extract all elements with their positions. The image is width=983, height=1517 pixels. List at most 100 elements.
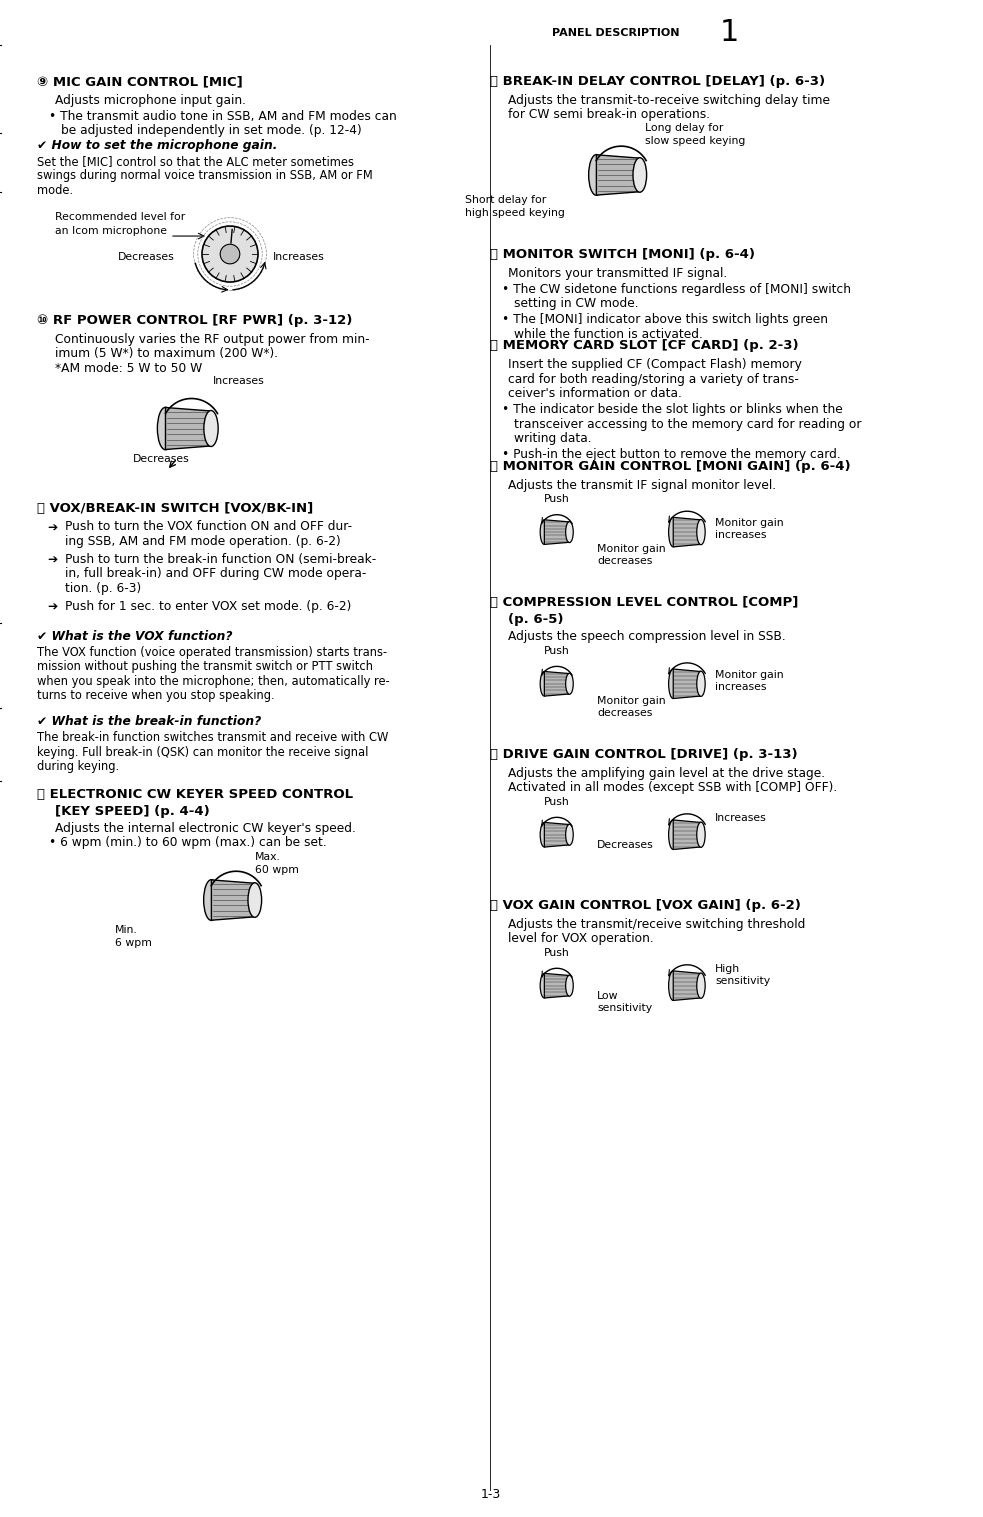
Text: 1: 1 <box>720 18 739 47</box>
Text: Push: Push <box>545 796 570 807</box>
Text: Decreases: Decreases <box>118 252 175 262</box>
Text: ➔: ➔ <box>47 520 57 534</box>
Ellipse shape <box>697 671 705 696</box>
Text: (p. 6-5): (p. 6-5) <box>508 613 563 627</box>
Ellipse shape <box>565 975 573 997</box>
Text: Adjusts the amplifying gain level at the drive stage.: Adjusts the amplifying gain level at the… <box>508 766 825 780</box>
Text: ⑰ COMPRESSION LEVEL CONTROL [COMP]: ⑰ COMPRESSION LEVEL CONTROL [COMP] <box>490 596 798 610</box>
Text: ⑭ MONITOR SWITCH [MONI] (p. 6-4): ⑭ MONITOR SWITCH [MONI] (p. 6-4) <box>490 247 755 261</box>
Text: tion. (p. 6-3): tion. (p. 6-3) <box>65 583 142 595</box>
Ellipse shape <box>220 244 240 264</box>
Text: 6 wpm: 6 wpm <box>115 938 152 948</box>
Text: Push: Push <box>545 948 570 957</box>
Text: be adjusted independently in set mode. (p. 12-4): be adjusted independently in set mode. (… <box>61 124 362 138</box>
Text: Adjusts the transmit-to-receive switching delay time: Adjusts the transmit-to-receive switchin… <box>508 94 830 106</box>
Text: slow speed keying: slow speed keying <box>645 137 745 146</box>
Ellipse shape <box>668 517 678 546</box>
Text: ⑩ RF POWER CONTROL [RF PWR] (p. 3-12): ⑩ RF POWER CONTROL [RF PWR] (p. 3-12) <box>37 314 352 328</box>
Text: • The CW sidetone functions regardless of [MONI] switch: • The CW sidetone functions regardless o… <box>502 282 851 296</box>
Text: • Push-in the eject button to remove the memory card.: • Push-in the eject button to remove the… <box>502 448 840 461</box>
Ellipse shape <box>565 674 573 695</box>
Text: Monitor gain: Monitor gain <box>597 545 665 554</box>
Text: Low: Low <box>597 991 618 1001</box>
Text: ⑲ VOX GAIN CONTROL [VOX GAIN] (p. 6-2): ⑲ VOX GAIN CONTROL [VOX GAIN] (p. 6-2) <box>490 898 801 912</box>
Text: sensitivity: sensitivity <box>715 975 770 986</box>
Text: card for both reading/storing a variety of trans-: card for both reading/storing a variety … <box>508 373 799 385</box>
Text: imum (5 W*) to maximum (200 W*).: imum (5 W*) to maximum (200 W*). <box>55 347 278 361</box>
Ellipse shape <box>589 155 605 196</box>
Text: ing SSB, AM and FM mode operation. (p. 6-2): ing SSB, AM and FM mode operation. (p. 6… <box>65 536 341 548</box>
Ellipse shape <box>697 519 705 545</box>
Text: • The transmit audio tone in SSB, AM and FM modes can: • The transmit audio tone in SSB, AM and… <box>49 109 397 123</box>
Text: Adjusts the speech compression level in SSB.: Adjusts the speech compression level in … <box>508 630 785 643</box>
Polygon shape <box>673 669 701 698</box>
Ellipse shape <box>203 880 219 921</box>
Polygon shape <box>545 520 569 545</box>
Ellipse shape <box>565 824 573 845</box>
Text: transceiver accessing to the memory card for reading or: transceiver accessing to the memory card… <box>514 417 861 431</box>
Ellipse shape <box>541 520 549 545</box>
Text: ➔: ➔ <box>47 601 57 613</box>
Text: ✔ What is the VOX function?: ✔ What is the VOX function? <box>37 630 233 643</box>
Text: Increases: Increases <box>213 376 264 385</box>
Polygon shape <box>545 672 569 696</box>
Text: PANEL DESCRIPTION: PANEL DESCRIPTION <box>552 27 680 38</box>
Ellipse shape <box>541 822 549 846</box>
Text: The break-in function switches transmit and receive with CW: The break-in function switches transmit … <box>37 731 388 745</box>
Text: Monitor gain: Monitor gain <box>597 696 665 705</box>
Text: ✔ How to set the microphone gain.: ✔ How to set the microphone gain. <box>37 138 277 152</box>
Text: Increases: Increases <box>273 252 324 262</box>
Text: when you speak into the microphone; then, automatically re-: when you speak into the microphone; then… <box>37 675 389 687</box>
Text: Long delay for: Long delay for <box>645 123 723 133</box>
Text: • The indicator beside the slot lights or blinks when the: • The indicator beside the slot lights o… <box>502 404 842 416</box>
Text: mission without pushing the transmit switch or PTT switch: mission without pushing the transmit swi… <box>37 660 373 674</box>
Text: ⑨ MIC GAIN CONTROL [MIC]: ⑨ MIC GAIN CONTROL [MIC] <box>37 74 243 88</box>
Text: level for VOX operation.: level for VOX operation. <box>508 931 654 945</box>
Text: while the function is activated.: while the function is activated. <box>514 328 703 341</box>
Text: 1-3: 1-3 <box>481 1488 501 1500</box>
Polygon shape <box>673 821 701 850</box>
Polygon shape <box>673 517 701 546</box>
Text: ⑬ BREAK-IN DELAY CONTROL [DELAY] (p. 6-3): ⑬ BREAK-IN DELAY CONTROL [DELAY] (p. 6-3… <box>490 74 825 88</box>
Text: Push for 1 sec. to enter VOX set mode. (p. 6-2): Push for 1 sec. to enter VOX set mode. (… <box>65 601 351 613</box>
Text: Max.: Max. <box>255 853 281 862</box>
Ellipse shape <box>157 407 174 449</box>
Text: Monitors your transmitted IF signal.: Monitors your transmitted IF signal. <box>508 267 727 279</box>
Text: decreases: decreases <box>597 557 653 566</box>
Ellipse shape <box>697 822 705 848</box>
Text: sensitivity: sensitivity <box>597 1003 652 1013</box>
Text: Set the [MIC] control so that the ALC meter sometimes: Set the [MIC] control so that the ALC me… <box>37 155 354 168</box>
Text: • The [MONI] indicator above this switch lights green: • The [MONI] indicator above this switch… <box>502 313 828 326</box>
Ellipse shape <box>668 669 678 698</box>
Text: in, full break-in) and OFF during CW mode opera-: in, full break-in) and OFF during CW mod… <box>65 567 367 581</box>
Text: mode.: mode. <box>37 184 73 197</box>
Ellipse shape <box>565 522 573 543</box>
Text: ⑮ MEMORY CARD SLOT [CF CARD] (p. 2-3): ⑮ MEMORY CARD SLOT [CF CARD] (p. 2-3) <box>490 340 798 352</box>
Text: Decreases: Decreases <box>597 840 654 850</box>
Text: Continuously varies the RF output power from min-: Continuously varies the RF output power … <box>55 332 370 346</box>
Text: for CW semi break-in operations.: for CW semi break-in operations. <box>508 108 710 121</box>
Text: ✔ What is the break-in function?: ✔ What is the break-in function? <box>37 716 261 728</box>
Text: [KEY SPEED] (p. 4-4): [KEY SPEED] (p. 4-4) <box>55 804 209 818</box>
Text: Adjusts the transmit/receive switching threshold: Adjusts the transmit/receive switching t… <box>508 918 805 930</box>
Text: *AM mode: 5 W to 50 W: *AM mode: 5 W to 50 W <box>55 363 202 375</box>
Ellipse shape <box>668 971 678 1000</box>
Text: ⑯ MONITOR GAIN CONTROL [MONI GAIN] (p. 6-4): ⑯ MONITOR GAIN CONTROL [MONI GAIN] (p. 6… <box>490 460 850 473</box>
Text: ⑫ ELECTRONIC CW KEYER SPEED CONTROL: ⑫ ELECTRONIC CW KEYER SPEED CONTROL <box>37 787 353 801</box>
Text: setting in CW mode.: setting in CW mode. <box>514 297 639 311</box>
Text: Recommended level for: Recommended level for <box>55 212 185 221</box>
Text: Adjusts the transmit IF signal monitor level.: Adjusts the transmit IF signal monitor l… <box>508 478 777 492</box>
Text: Push: Push <box>545 495 570 504</box>
Ellipse shape <box>248 883 261 918</box>
Text: during keying.: during keying. <box>37 760 119 774</box>
Text: increases: increases <box>715 681 767 692</box>
Text: The VOX function (voice operated transmission) starts trans-: The VOX function (voice operated transmi… <box>37 646 387 658</box>
Text: an Icom microphone: an Icom microphone <box>55 226 167 235</box>
Text: swings during normal voice transmission in SSB, AM or FM: swings during normal voice transmission … <box>37 170 373 182</box>
Text: Push to turn the VOX function ON and OFF dur-: Push to turn the VOX function ON and OFF… <box>65 520 352 534</box>
Polygon shape <box>545 974 569 998</box>
Text: ⑱ DRIVE GAIN CONTROL [DRIVE] (p. 3-13): ⑱ DRIVE GAIN CONTROL [DRIVE] (p. 3-13) <box>490 748 797 760</box>
Text: Adjusts microphone input gain.: Adjusts microphone input gain. <box>55 94 246 106</box>
Ellipse shape <box>541 974 549 998</box>
Text: Monitor gain: Monitor gain <box>715 519 783 528</box>
